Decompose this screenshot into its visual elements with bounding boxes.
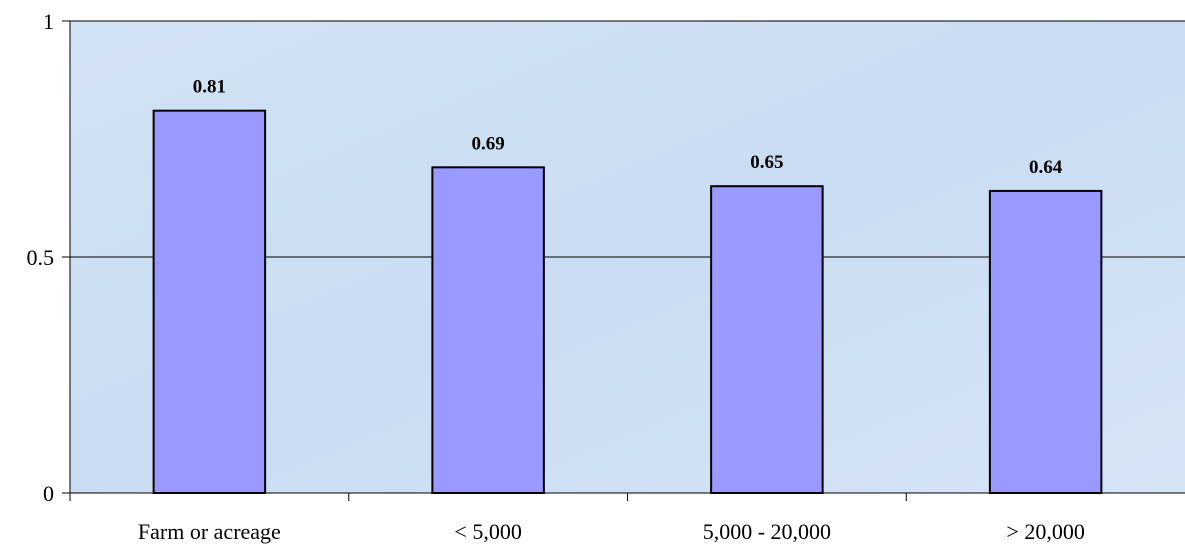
labels: 0 0.5 1 0.81 Farm or acreage 0.69 < 5,000 0.65 5… — [27, 9, 1085, 544]
bar — [988, 189, 1103, 494]
x-tick-label: Farm or acreage — [138, 519, 281, 544]
y-tick-label: 0 — [43, 481, 54, 506]
y-tick-label: 1 — [43, 9, 54, 34]
x-tick-label: < 5,000 — [454, 519, 521, 544]
data-label: 0.69 — [472, 133, 505, 154]
x-tick-label: 5,000 - 20,000 — [703, 519, 831, 544]
y-tick-label: 0.5 — [27, 245, 55, 270]
x-tick-label: > 20,000 — [1006, 519, 1084, 544]
bar — [431, 166, 545, 494]
bar — [710, 185, 824, 494]
bar — [152, 109, 267, 495]
data-label: 0.81 — [193, 77, 226, 98]
data-label: 0.65 — [750, 152, 783, 173]
bars — [152, 109, 1103, 495]
data-label: 0.64 — [1029, 157, 1063, 178]
